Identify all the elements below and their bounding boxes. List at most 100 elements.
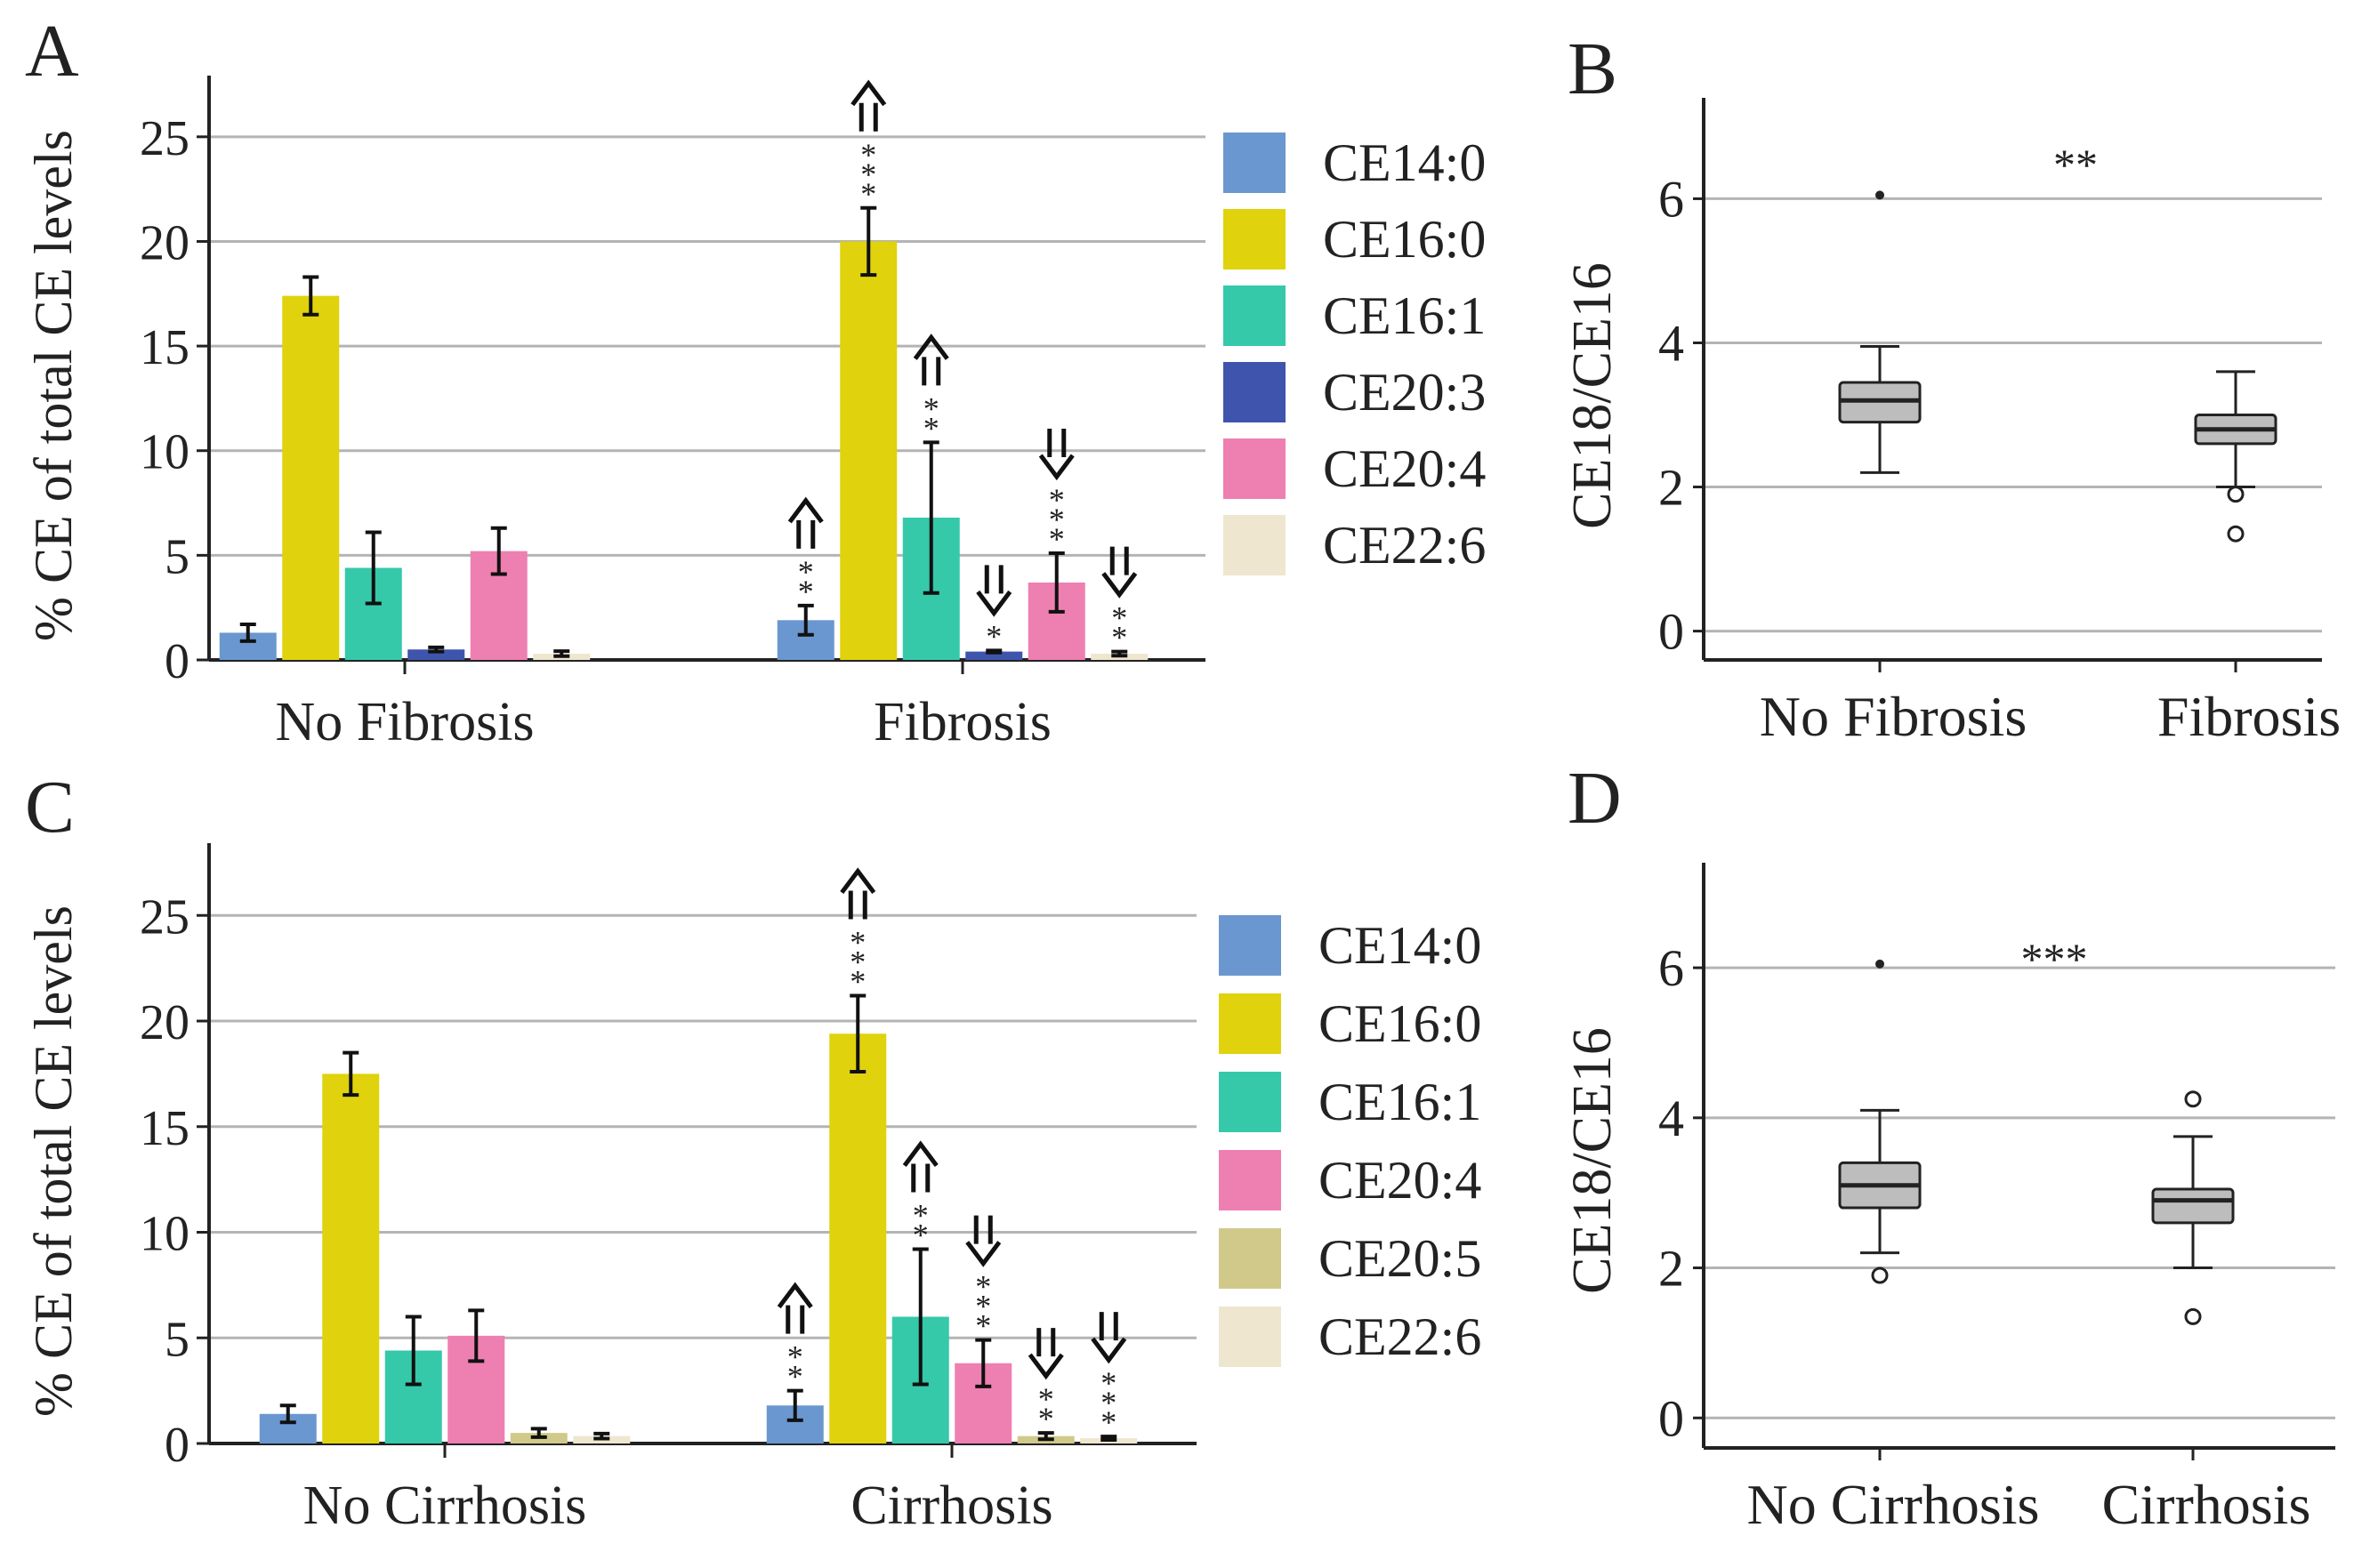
y-tick-label: 2 [1658, 459, 1684, 517]
y-tick-label: 4 [1658, 314, 1684, 372]
y-tick-label: 5 [165, 529, 189, 584]
y-tick-label: 0 [1658, 1389, 1684, 1447]
y-tick-label: 0 [1658, 603, 1684, 661]
panel-a: A 0 5 10 15 20 25 % CE of total CE levels No Fib… [24, 10, 1486, 752]
x-tick-label: Cirrhosis [850, 1476, 1052, 1536]
y-tick-label: 15 [140, 1101, 189, 1156]
significance-marker: *** [2021, 934, 2088, 984]
legend-label: CE16:1 [1318, 1073, 1481, 1131]
bar-CE20-3-no-fibrosis [407, 649, 465, 660]
x-tick-label: No Fibrosis [1760, 685, 2027, 748]
significance-marker: ** [2053, 140, 2098, 189]
panel-letter: A [25, 10, 79, 92]
x-tick-label: Fibrosis [2157, 685, 2341, 748]
legend-swatch [1219, 1228, 1281, 1289]
significance-star: * [860, 176, 876, 212]
significance-star: * [1049, 521, 1065, 557]
outlier-point [2184, 1307, 2202, 1325]
up-arrow-icon [913, 334, 949, 386]
legend-swatch [1223, 209, 1286, 269]
panel-letter: C [25, 766, 75, 848]
down-arrow-icon [965, 1215, 1002, 1267]
up-arrow-icon [787, 496, 824, 549]
y-tick-label: 10 [140, 425, 189, 480]
outlier-point [1871, 1266, 1889, 1284]
y-tick-label: 4 [1658, 1090, 1684, 1147]
x-tick-label: Fibrosis [874, 692, 1052, 752]
panel-letter: D [1568, 757, 1622, 840]
up-arrow-icon [902, 1140, 939, 1193]
significance-star: * [787, 1339, 803, 1375]
significance-star: * [798, 554, 814, 590]
y-tick-label: 5 [165, 1312, 189, 1367]
significance-star: * [850, 964, 866, 1000]
legend-label: CE16:0 [1323, 210, 1486, 269]
significance-star: * [860, 137, 876, 173]
outlier-point [1875, 190, 1884, 200]
up-arrow-icon [777, 1282, 813, 1334]
legend-swatch [1223, 515, 1286, 575]
legend-label: CE22:6 [1318, 1307, 1481, 1366]
legend-swatch [1223, 133, 1286, 193]
legend-label: CE20:4 [1318, 1151, 1481, 1210]
y-tick-label: 20 [140, 215, 189, 270]
significance-star: * [1100, 1365, 1116, 1401]
significance-star: * [923, 410, 939, 446]
y-axis-label: % CE of total CE levels [24, 905, 83, 1417]
legend-swatch [1219, 1307, 1281, 1367]
significance-star: * [1100, 1404, 1116, 1440]
down-arrow-icon [1038, 429, 1075, 481]
legend-swatch [1219, 993, 1281, 1054]
bar-CE16-0-cirrhosis [829, 1033, 887, 1443]
bar-CE20-3-fibrosis [965, 651, 1023, 660]
y-tick-label: 0 [165, 1418, 189, 1473]
y-tick-label: 25 [140, 111, 189, 166]
y-axis-label: CE18/CE16 [1562, 1027, 1623, 1294]
legend-label: CE16:1 [1323, 286, 1486, 345]
panel-d: D 0 2 4 6 CE18/CE16 *** No Cirrhosis Cirrhosis [1562, 757, 2335, 1536]
y-tick-label: 2 [1658, 1240, 1684, 1298]
significance-star: * [798, 574, 814, 609]
significance-star: * [850, 945, 866, 980]
outlier-point [2227, 525, 2245, 543]
down-arrow-icon [1091, 1312, 1127, 1364]
panel-letter: B [1568, 28, 1617, 110]
y-tick-label: 10 [140, 1207, 189, 1262]
significance-star: * [975, 1308, 991, 1344]
outlier-point [2184, 1090, 2202, 1108]
down-arrow-icon [1028, 1328, 1064, 1380]
y-tick-label: 25 [140, 889, 189, 945]
x-tick-label: No Cirrhosis [303, 1476, 587, 1536]
significance-star: * [913, 1198, 929, 1234]
significance-star: * [850, 925, 866, 961]
down-arrow-icon [976, 565, 1012, 617]
legend-label: CE16:0 [1318, 994, 1481, 1053]
y-tick-label: 15 [140, 320, 189, 375]
x-tick-label: No Fibrosis [275, 692, 534, 752]
significance-star: * [1049, 502, 1065, 537]
significance-star: * [860, 157, 876, 192]
y-tick-label: 6 [1658, 170, 1684, 228]
legend-swatch [1223, 438, 1286, 499]
significance-star: * [986, 618, 1002, 654]
y-axis-label: CE18/CE16 [1562, 262, 1623, 529]
legend-swatch [1219, 1150, 1281, 1210]
down-arrow-icon [1101, 546, 1138, 599]
significance-star: * [1038, 1401, 1054, 1436]
legend-label: CE14:0 [1323, 133, 1486, 192]
significance-star: * [1049, 482, 1065, 518]
legend-label: CE20:4 [1323, 439, 1486, 498]
x-tick-label: Cirrhosis [2102, 1473, 2311, 1536]
legend-swatch [1223, 362, 1286, 422]
significance-star: * [1100, 1385, 1116, 1420]
legend-label: CE22:6 [1323, 516, 1486, 575]
significance-star: * [1038, 1381, 1054, 1417]
y-tick-label: 6 [1658, 939, 1684, 997]
legend-label: CE20:5 [1318, 1229, 1481, 1288]
outlier-point [2227, 486, 2245, 503]
bar-CE16-0-no-fibrosis [282, 295, 340, 660]
significance-star: * [975, 1269, 991, 1305]
box-cirrhosis [2151, 1187, 2235, 1225]
x-tick-label: No Cirrhosis [1747, 1473, 2040, 1536]
